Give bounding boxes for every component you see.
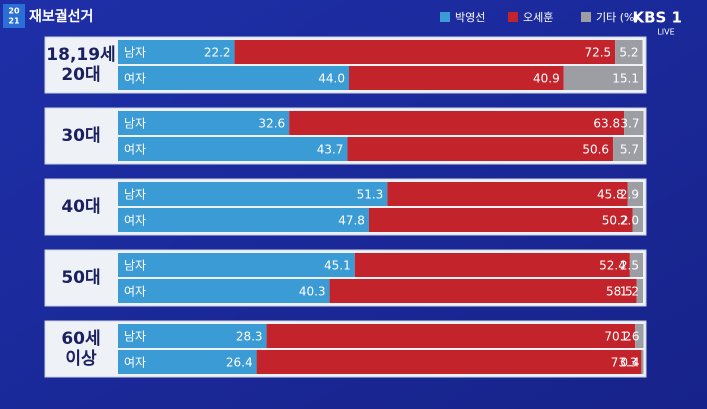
value-label: 1.6: [620, 330, 639, 344]
row-label: 여자: [124, 285, 146, 299]
value-label: 73.3: [611, 356, 638, 370]
bar-segment: [629, 253, 643, 277]
value-label: 2.5: [620, 259, 639, 273]
bar-segment: [256, 350, 642, 374]
bar-segment: [613, 137, 643, 161]
bar-segment: [289, 111, 625, 135]
legend-swatch: [581, 12, 591, 22]
bar-segment: [387, 182, 628, 206]
bar-segment: [624, 111, 644, 135]
bar-segment: [368, 208, 633, 232]
bar-segment: [118, 253, 355, 277]
bar-segment: [266, 324, 636, 348]
bar-segment: [234, 40, 616, 64]
legend-swatch: [508, 12, 518, 22]
bar-segment: [118, 279, 330, 303]
group-label: 60세: [61, 329, 100, 349]
bar-segment: [329, 279, 637, 303]
group-label: 40대: [61, 197, 100, 217]
legend: 박영선 오세훈 기타 (%): [440, 11, 639, 24]
value-label: 0.4: [620, 356, 639, 370]
value-label: 47.8: [338, 214, 365, 228]
value-label: 40.9: [533, 72, 560, 86]
bar-segment: [632, 208, 643, 232]
value-label: 32.6: [258, 117, 285, 131]
group-label: 18,19세: [46, 45, 115, 65]
value-label: 2.9: [620, 188, 639, 202]
row-label: 남자: [124, 259, 146, 273]
legend-label: 박영선: [455, 11, 485, 24]
row-label: 여자: [124, 72, 146, 86]
value-label: 63.8: [593, 117, 620, 131]
row-label: 남자: [124, 117, 146, 131]
bar-segment: [641, 350, 644, 374]
row-label: 남자: [124, 46, 146, 60]
group-label: 50대: [61, 268, 100, 288]
value-label: 1.2: [620, 285, 639, 299]
value-label: 72.5: [584, 46, 611, 60]
row-label: 여자: [124, 356, 146, 370]
badge-top: 20: [8, 7, 20, 16]
bar-segment: [347, 137, 614, 161]
value-label: 52.4: [599, 259, 626, 273]
value-label: 43.7: [317, 143, 344, 157]
bar-segment: [349, 66, 564, 90]
badge-bottom: 21: [8, 17, 20, 26]
logo-status: LIVE: [657, 28, 674, 37]
value-label: 15.1: [612, 72, 639, 86]
value-label: 50.2: [602, 214, 629, 228]
bar-segment: [563, 66, 643, 90]
row-label: 남자: [124, 330, 146, 344]
value-label: 22.2: [204, 46, 231, 60]
value-label: 5.2: [619, 46, 638, 60]
value-label: 3.7: [620, 117, 639, 131]
value-label: 50.6: [582, 143, 609, 157]
bar-segment: [627, 182, 643, 206]
bar-segment: [118, 40, 235, 64]
value-label: 58.5: [606, 285, 633, 299]
bar-segment: [636, 279, 643, 303]
bar-segment: [354, 253, 630, 277]
group-label: 30대: [61, 126, 100, 146]
bar-segment: [118, 66, 349, 90]
row-label: 여자: [124, 214, 146, 228]
logo-name: KBS 1: [632, 9, 682, 27]
value-label: 28.3: [236, 330, 263, 344]
value-label: 45.8: [597, 188, 624, 202]
legend-swatch: [440, 12, 450, 22]
badge: [3, 4, 25, 28]
bar-segment: [118, 208, 369, 232]
legend-label: 기타 (%): [596, 11, 639, 24]
value-label: 44.0: [318, 72, 345, 86]
bar-segment: [118, 182, 388, 206]
value-label: 40.3: [299, 285, 326, 299]
legend-label: 오세훈: [523, 11, 553, 24]
value-label: 45.1: [324, 259, 351, 273]
group-label: 이상: [65, 349, 97, 369]
bar-segment: [118, 111, 290, 135]
row-label: 여자: [124, 143, 146, 157]
value-label: 70.2: [604, 330, 631, 344]
bar-segment: [615, 40, 643, 64]
value-label: 2.0: [620, 214, 639, 228]
bar-segment: [118, 324, 267, 348]
value-label: 26.4: [226, 356, 253, 370]
value-label: 5.7: [620, 143, 639, 157]
bar-segment: [635, 324, 644, 348]
group-label: 20대: [61, 65, 100, 85]
value-label: 51.3: [357, 188, 384, 202]
bar-segment: [118, 137, 348, 161]
row-label: 남자: [124, 188, 146, 202]
bar-segment: [118, 350, 257, 374]
header-title: 재보궐선거: [29, 9, 93, 25]
